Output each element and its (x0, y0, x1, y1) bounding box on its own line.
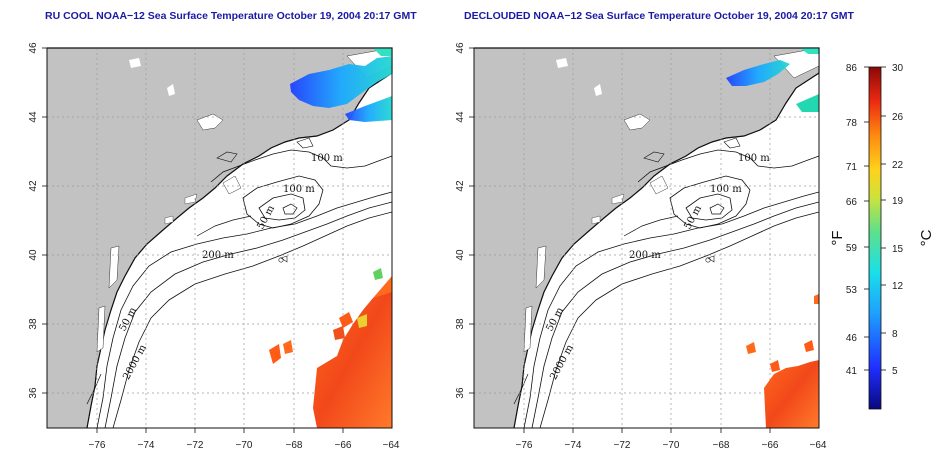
right-x-tick: −68 (713, 440, 730, 451)
left-panel-title: RU COOL NOAA−12 Sea Surface Temperature … (45, 10, 417, 22)
celsius-tick: 8 (892, 329, 898, 340)
celsius-tick: 19 (892, 196, 904, 207)
celsius-tick: 26 (892, 112, 904, 123)
celsius-tick: 5 (892, 366, 898, 377)
right-x-tick: −70 (663, 440, 680, 451)
left-x-tick: −74 (138, 440, 155, 451)
right-y-tick: 44 (455, 111, 466, 123)
left-y-axis: 46 44 42 40 38 36 (28, 42, 39, 399)
left-map: 100 m 100 m 50 m 200 m 50 m 2000 m (41, 47, 393, 434)
left-contour-label-100m-bank: 100 m (283, 184, 315, 195)
left-y-tick: 38 (28, 318, 39, 330)
colorbar-fahrenheit-ticks: 86 78 71 66 59 53 46 41 (846, 63, 858, 377)
celsius-tick: 15 (892, 244, 904, 255)
right-map: 100 m 100 m 50 m 200 m 50 m 2000 m (468, 47, 820, 434)
left-contour-label-200m: 200 m (202, 250, 234, 261)
left-x-tick: −70 (236, 440, 253, 451)
left-sst-warm-patch (269, 268, 392, 428)
fahrenheit-tick: 71 (846, 162, 858, 173)
right-contour-label-200m: 200 m (629, 250, 661, 261)
right-sst-warm-patch (746, 294, 819, 428)
fahrenheit-tick: 78 (846, 118, 858, 129)
fahrenheit-tick: 46 (846, 333, 858, 344)
right-contour-label-100m-north: 100 m (738, 153, 770, 164)
right-sst-cool-patch (726, 48, 819, 112)
fahrenheit-tick: 86 (846, 63, 858, 74)
left-x-tick: −72 (187, 440, 204, 451)
right-y-tick: 40 (455, 249, 466, 261)
right-x-tick: −76 (516, 440, 533, 451)
left-x-tick: −64 (383, 440, 400, 451)
fahrenheit-tick: 53 (846, 285, 858, 296)
left-y-tick: 36 (28, 387, 39, 399)
left-x-tick: −76 (89, 440, 106, 451)
right-y-tick: 42 (455, 180, 466, 192)
left-x-tick: −68 (286, 440, 303, 451)
left-contour-label-100m-north: 100 m (311, 153, 343, 164)
left-y-tick: 42 (28, 180, 39, 192)
right-x-tick: −66 (762, 440, 779, 451)
left-y-tick: 40 (28, 249, 39, 261)
right-y-tick: 38 (455, 318, 466, 330)
right-panel-title: DECLOUDED NOAA−12 Sea Surface Temperatur… (464, 10, 854, 22)
fahrenheit-tick: 66 (846, 197, 858, 208)
right-y-axis: 46 44 42 40 38 36 (455, 42, 466, 399)
left-y-tick: 46 (28, 42, 39, 54)
right-y-tick: 36 (455, 387, 466, 399)
colorbar-gradient (868, 66, 882, 410)
right-contour-label-100m-bank: 100 m (710, 184, 742, 195)
colorbar-fahrenheit-unit: °F (829, 230, 846, 245)
fahrenheit-tick: 41 (846, 366, 858, 377)
right-x-axis: −76 −74 −72 −70 −68 −66 −64 (516, 440, 827, 451)
celsius-tick: 22 (892, 160, 904, 171)
colorbar-celsius-unit: °C (918, 229, 935, 246)
celsius-tick: 12 (892, 281, 904, 292)
left-x-tick: −66 (335, 440, 352, 451)
celsius-tick: 30 (892, 63, 904, 74)
right-x-tick: −64 (810, 440, 827, 451)
right-x-tick: −72 (614, 440, 631, 451)
colorbar-celsius-ticks: 30 26 22 19 15 12 8 5 (892, 63, 904, 377)
fahrenheit-tick: 59 (846, 243, 858, 254)
left-sst-cool-patch (290, 48, 392, 122)
right-x-tick: −74 (565, 440, 582, 451)
left-y-tick: 44 (28, 111, 39, 123)
right-y-tick: 46 (455, 42, 466, 54)
colorbar: 86 78 71 66 59 53 46 41 30 26 22 19 15 1… (829, 63, 935, 410)
left-x-axis: −76 −74 −72 −70 −68 −66 −64 (89, 440, 400, 451)
